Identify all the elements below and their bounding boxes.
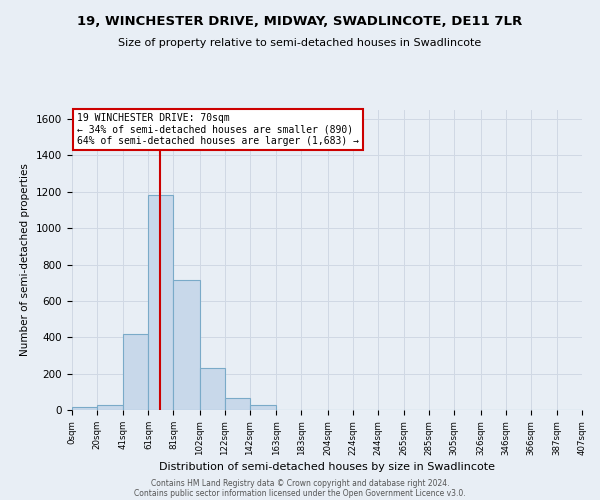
Bar bbox=[250, 406, 276, 410]
Text: 19 WINCHESTER DRIVE: 70sqm
← 34% of semi-detached houses are smaller (890)
64% o: 19 WINCHESTER DRIVE: 70sqm ← 34% of semi… bbox=[77, 113, 359, 146]
Bar bbox=[200, 368, 225, 410]
Text: Size of property relative to semi-detached houses in Swadlincote: Size of property relative to semi-detach… bbox=[118, 38, 482, 48]
Bar bbox=[173, 280, 200, 410]
Text: 19, WINCHESTER DRIVE, MIDWAY, SWADLINCOTE, DE11 7LR: 19, WINCHESTER DRIVE, MIDWAY, SWADLINCOT… bbox=[77, 15, 523, 28]
Bar bbox=[97, 406, 124, 410]
Bar bbox=[72, 408, 97, 410]
Text: Contains public sector information licensed under the Open Government Licence v3: Contains public sector information licen… bbox=[134, 488, 466, 498]
Y-axis label: Number of semi-detached properties: Number of semi-detached properties bbox=[20, 164, 31, 356]
Bar bbox=[124, 334, 148, 410]
Bar bbox=[225, 398, 250, 410]
Bar bbox=[148, 196, 173, 410]
Text: Contains HM Land Registry data © Crown copyright and database right 2024.: Contains HM Land Registry data © Crown c… bbox=[151, 478, 449, 488]
X-axis label: Distribution of semi-detached houses by size in Swadlincote: Distribution of semi-detached houses by … bbox=[159, 462, 495, 471]
